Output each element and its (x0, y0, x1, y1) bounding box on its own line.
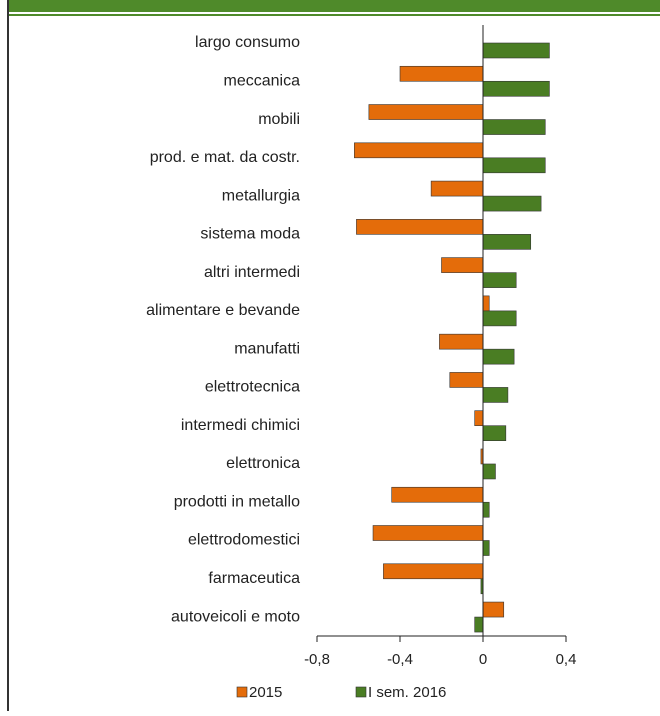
bar (391, 486, 484, 503)
category-label: elettrotecnica (205, 379, 300, 396)
bar (356, 219, 484, 235)
legend-swatch (236, 686, 248, 698)
bar (482, 540, 490, 556)
category-label: elettrodomestici (188, 532, 300, 549)
header-band (8, 0, 660, 12)
bar (482, 119, 546, 135)
category-label: intermedi chimici (181, 417, 300, 434)
bar (449, 372, 484, 388)
bar (372, 525, 484, 541)
category-label: meccanica (224, 72, 301, 89)
bar (354, 142, 484, 159)
bar (441, 257, 484, 273)
bar (482, 348, 515, 365)
category-label: alimentare e bevande (146, 302, 300, 319)
bar (482, 387, 509, 403)
x-tick-label: 0,4 (556, 651, 577, 668)
bar (430, 180, 484, 197)
bar (482, 80, 550, 97)
category-label: elettronica (226, 455, 300, 472)
x-tick-label: 0 (479, 651, 487, 668)
category-label: largo consumo (195, 34, 300, 51)
category-label: prod. e mat. da costr. (150, 149, 300, 166)
bar (439, 333, 484, 350)
bar (482, 195, 542, 212)
category-label: prodotti in metallo (174, 493, 300, 510)
bar (474, 616, 484, 633)
legend-swatch (355, 686, 367, 698)
category-label: sistema moda (200, 226, 300, 243)
x-tick-label: -0,4 (387, 651, 413, 668)
bar (399, 65, 484, 82)
bar (482, 310, 517, 327)
category-label: farmaceutica (208, 570, 300, 587)
category-label: metallurgia (222, 187, 300, 204)
bar (482, 295, 490, 312)
legend-label: I sem. 2016 (368, 684, 446, 701)
category-label: mobili (258, 111, 300, 128)
bar (482, 501, 490, 518)
bar (482, 157, 546, 174)
category-label: manufatti (234, 340, 300, 357)
bar (482, 425, 507, 442)
bar (482, 234, 532, 250)
bar (482, 463, 496, 480)
bar (474, 410, 484, 427)
bar (482, 272, 517, 288)
category-label: autoveicoli e moto (171, 608, 300, 625)
bar (368, 104, 484, 120)
bar (482, 601, 505, 618)
x-tick-label: -0,8 (304, 651, 330, 668)
bar (383, 563, 484, 580)
legend-label: 2015 (249, 684, 282, 701)
bar (482, 42, 550, 59)
category-label: altri intermedi (204, 264, 300, 281)
